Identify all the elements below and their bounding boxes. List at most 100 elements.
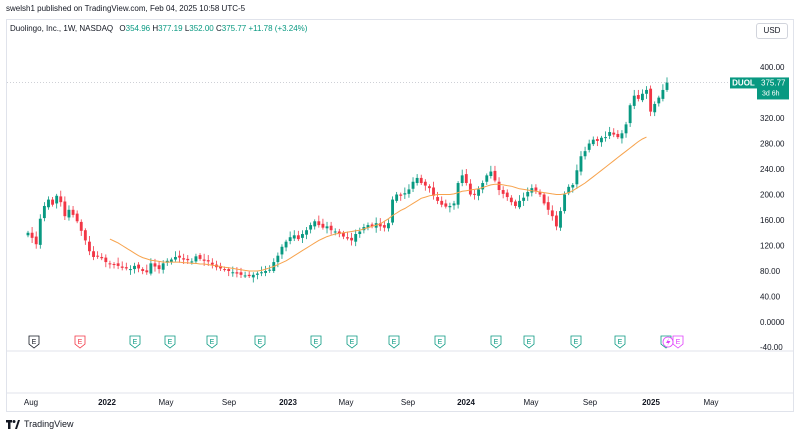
earnings-marker[interactable] bbox=[28, 335, 40, 349]
candle-body bbox=[292, 235, 296, 239]
candle-body bbox=[600, 137, 603, 143]
candle-body bbox=[485, 175, 489, 182]
candle-body bbox=[538, 191, 542, 195]
candle-body bbox=[665, 82, 669, 90]
earnings-marker[interactable] bbox=[490, 335, 502, 349]
candle-body bbox=[661, 89, 665, 99]
candle-body bbox=[493, 170, 497, 181]
candle-body bbox=[333, 231, 337, 233]
price-axis-label: 120.00 bbox=[760, 242, 785, 251]
candle-body bbox=[587, 143, 591, 150]
candle-body bbox=[534, 187, 538, 191]
time-axis-label: May bbox=[523, 398, 538, 407]
candle-body bbox=[67, 209, 71, 218]
candle-body bbox=[514, 201, 517, 206]
earnings-marker[interactable] bbox=[129, 335, 141, 349]
candle-body bbox=[411, 181, 415, 189]
earnings-marker[interactable] bbox=[346, 335, 358, 349]
candle-body bbox=[460, 175, 464, 184]
ticker-badge: DUOL bbox=[732, 78, 755, 87]
earnings-marker-label: E bbox=[438, 339, 443, 346]
moving-average-line bbox=[109, 136, 647, 272]
candle-body bbox=[223, 269, 227, 271]
high-label: H bbox=[152, 24, 159, 33]
candle-body bbox=[653, 103, 657, 113]
candle-body bbox=[440, 200, 444, 205]
candle-body bbox=[583, 151, 587, 157]
candle-body bbox=[473, 193, 476, 195]
earnings-marker[interactable] bbox=[206, 335, 218, 349]
candle-body bbox=[100, 256, 104, 259]
candle-body bbox=[38, 218, 42, 245]
bar-countdown: 3d 6h bbox=[762, 90, 780, 97]
candle-body bbox=[51, 199, 55, 205]
candle-body bbox=[468, 183, 472, 195]
symbol-info: Duolingo, Inc., 1W, NASDAQ bbox=[10, 24, 114, 33]
candle-body bbox=[141, 269, 145, 271]
candle-body bbox=[55, 195, 59, 204]
candle-body bbox=[305, 230, 308, 235]
candle-body bbox=[243, 275, 247, 277]
candle-body bbox=[346, 237, 349, 239]
candle-body bbox=[481, 183, 485, 190]
candle-body bbox=[567, 186, 571, 194]
candle-body bbox=[616, 133, 620, 138]
candle-body bbox=[137, 264, 141, 269]
candle-body bbox=[231, 272, 235, 274]
earnings-marker-label: E bbox=[258, 339, 263, 346]
candle-body bbox=[255, 273, 259, 275]
price-axis-label: 160.00 bbox=[760, 216, 785, 225]
candle-body bbox=[325, 226, 329, 229]
candle-body bbox=[301, 234, 304, 238]
time-axis-label: Aug bbox=[24, 398, 38, 407]
candle-body bbox=[604, 137, 607, 139]
earnings-marker[interactable] bbox=[310, 335, 322, 349]
candle-body bbox=[554, 215, 558, 227]
lightning-icon bbox=[666, 338, 671, 346]
earnings-marker[interactable] bbox=[74, 335, 86, 349]
candle-body bbox=[559, 211, 562, 228]
earnings-marker[interactable] bbox=[164, 335, 176, 349]
earnings-marker[interactable] bbox=[523, 335, 535, 349]
candle-body bbox=[329, 225, 333, 231]
candle-body bbox=[632, 95, 636, 106]
time-axis-label: 2024 bbox=[457, 398, 475, 407]
symbol-legend: Duolingo, Inc., 1W, NASDAQ O354.96 H377.… bbox=[10, 24, 307, 33]
earnings-marker[interactable] bbox=[570, 335, 582, 349]
time-axis-label: 2025 bbox=[642, 398, 660, 407]
time-axis-label: Sep bbox=[583, 398, 598, 407]
candle-body bbox=[415, 177, 419, 184]
currency-button[interactable]: USD bbox=[756, 23, 788, 39]
earnings-marker[interactable] bbox=[388, 335, 400, 349]
open-label: O bbox=[119, 24, 126, 33]
candle-body bbox=[591, 139, 595, 145]
earnings-marker[interactable] bbox=[254, 335, 266, 349]
candle-body bbox=[341, 232, 345, 237]
candle-body bbox=[227, 269, 231, 271]
candle-body bbox=[546, 202, 550, 210]
candle-body bbox=[63, 201, 67, 217]
candle-body bbox=[628, 105, 632, 124]
candle-body bbox=[464, 174, 468, 184]
time-axis-label: May bbox=[158, 398, 173, 407]
chart-frame bbox=[6, 19, 794, 412]
candle-body bbox=[186, 258, 190, 261]
candle-body bbox=[489, 171, 493, 177]
candle-body bbox=[34, 236, 38, 245]
price-axis-label: 40.00 bbox=[760, 293, 781, 302]
candle-body bbox=[206, 260, 210, 262]
earnings-marker[interactable] bbox=[434, 335, 446, 349]
candle-body bbox=[219, 265, 222, 269]
candle-body bbox=[190, 261, 194, 263]
candle-body bbox=[178, 255, 181, 258]
price-axis-label: 80.00 bbox=[760, 267, 781, 276]
change-value: +11.78 (+3.24%) bbox=[248, 24, 308, 33]
candle-body bbox=[194, 256, 198, 262]
earnings-marker[interactable] bbox=[614, 335, 626, 349]
earnings-marker-label: E bbox=[676, 339, 681, 346]
candle-body bbox=[128, 269, 132, 271]
price-axis-label: 240.00 bbox=[760, 165, 785, 174]
footer-brand-text: TradingView bbox=[24, 419, 74, 429]
